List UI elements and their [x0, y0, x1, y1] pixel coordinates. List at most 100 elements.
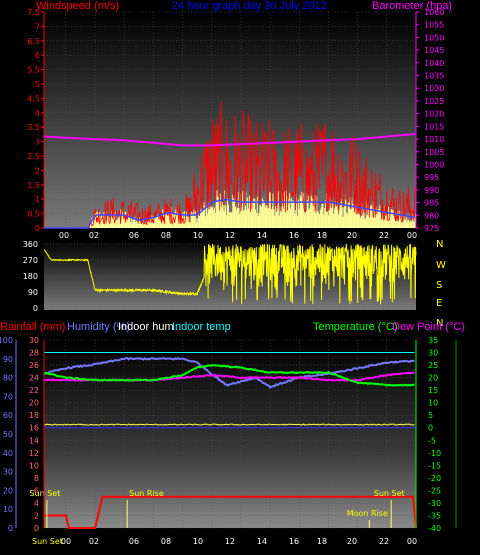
windspeed-tick: 7 [35, 22, 40, 31]
temperature-tick: -10 [428, 449, 441, 458]
barometer-tick: 1040 [424, 59, 444, 68]
temperature-tick: 20 [428, 374, 438, 383]
humidity-tick: 50 [3, 430, 13, 439]
event-label: Sun Set [374, 489, 405, 498]
direction-tick: 360 [23, 240, 38, 249]
barometer-tick: 1050 [424, 33, 444, 42]
barometer-line [43, 133, 417, 147]
barometer-tick: 980 [424, 211, 439, 220]
temperature-tick: -25 [428, 486, 441, 495]
panel3-x-ticks: 02 06 08 10 12 14 16 18 20 22 00 00 [61, 537, 417, 546]
rainfall-axis-label: Rainfall (mm) [0, 321, 65, 333]
event-label: Moon Rise [347, 509, 388, 518]
rain-tick: 2 [34, 511, 39, 520]
barometer-tick: 1060 [424, 8, 444, 17]
temperature-tick: -20 [428, 474, 441, 483]
x-tick-label: 22 [379, 537, 389, 546]
temperature-tick: -15 [428, 461, 441, 470]
windspeed-tick: 0 [35, 224, 40, 233]
rain-tick: 16 [29, 424, 39, 433]
average-wind-line [44, 198, 415, 229]
temperature-ticks: -40 -35 -30 -25 -20 -15 -10 -5 0 5 10 15 20 25 30 35 [415, 336, 457, 533]
windspeed-tick: 1.5 [27, 181, 40, 190]
barometer-tick: 1030 [424, 84, 444, 93]
humidity-line [43, 356, 415, 390]
x-tick-label: 00 [61, 537, 71, 546]
rain-tick: 12 [29, 449, 39, 458]
panel3-series [43, 352, 417, 529]
barometer-axis-label: Barometer (hpa) [372, 0, 452, 12]
temperature-tick: 5 [428, 411, 433, 420]
panel2-left-ticks: 0 90 180 270 360 [23, 240, 38, 313]
compass-s: S [436, 280, 442, 291]
direction-tick: 0 [33, 304, 38, 313]
windspeed-tick: 6.5 [27, 37, 40, 46]
indoor-hum-label: Indoor hum [118, 321, 174, 333]
barometer-tick: 1010 [424, 135, 444, 144]
x-tick-label: 08 [161, 231, 171, 240]
barometer-tick: 995 [424, 173, 439, 182]
x-tick-label: 06 [129, 537, 139, 546]
barometer-tick: 1015 [424, 122, 444, 131]
x-tick-label: 00 [407, 231, 417, 240]
direction-tick: 90 [28, 288, 38, 297]
humidity-ticks: 0 10 20 30 40 50 60 70 80 90 100 [0, 336, 17, 533]
barometer-tick: 1045 [424, 46, 444, 55]
x-tick-label: 08 [161, 537, 171, 546]
windspeed-tick: 4 [35, 109, 40, 118]
x-tick-label: 10 [193, 231, 203, 240]
windspeed-tick: 5 [35, 80, 40, 89]
bottom-sunset-label: Sun Set [32, 537, 63, 546]
windspeed-tick: 2 [35, 166, 40, 175]
panel1-series [43, 101, 417, 229]
x-tick-label: 22 [379, 231, 389, 240]
temperature-tick: 15 [428, 386, 438, 395]
windspeed-tick: 3 [35, 138, 40, 147]
barometer-tick: 975 [424, 224, 439, 233]
x-tick-label: 10 [193, 537, 203, 546]
panel2-series [43, 243, 417, 305]
barometer-tick: 1020 [424, 110, 444, 119]
windspeed-tick: 0.5 [27, 210, 40, 219]
barometer-tick: 1055 [424, 21, 444, 30]
temperature-tick: -5 [428, 436, 436, 445]
wind-direction-line [43, 243, 417, 305]
rain-tick: 28 [29, 349, 39, 358]
rain-tick: 22 [29, 386, 39, 395]
event-label: Sun Rise [129, 489, 164, 498]
temperature-tick: 25 [428, 361, 438, 370]
barometer-tick: 1035 [424, 72, 444, 81]
x-tick-label: 14 [257, 537, 267, 546]
rain-tick: 8 [34, 474, 39, 483]
panel3-events: Sun Set Sun Rise Sun Set Moon Rise [29, 489, 405, 528]
humidity-tick: 90 [3, 355, 13, 364]
panel3-grid [44, 339, 416, 529]
temperature-line [43, 364, 415, 387]
temperature-axis-label: Temperature (°C) [313, 321, 397, 333]
barometer-tick: 1000 [424, 160, 444, 169]
rainfall-line [44, 495, 417, 529]
windspeed-tick: 4.5 [27, 94, 40, 103]
temperature-tick: -30 [428, 499, 441, 508]
x-tick-label: 02 [89, 537, 99, 546]
barometer-tick: 1025 [424, 97, 444, 106]
rain-tick: 4 [34, 499, 39, 508]
panel1-x-ticks: 00 02 06 08 10 12 14 16 18 20 22 00 [59, 231, 417, 240]
windspeed-line [44, 101, 416, 229]
panel1-left-ticks: 0 0.5 1 1.5 2 2.5 3 3.5 4 4.5 5 5.5 6 6.5 7 7.5 [27, 8, 45, 233]
humidity-tick: 100 [0, 336, 13, 345]
direction-tick: 180 [23, 272, 38, 281]
humidity-tick: 20 [3, 486, 13, 495]
barometer-tick: 1005 [424, 148, 444, 157]
windspeed-tick: 2.5 [27, 152, 40, 161]
temperature-tick: 10 [428, 399, 438, 408]
rain-tick: 26 [29, 361, 39, 370]
x-tick-label: 14 [257, 231, 267, 240]
event-label: Sun Set [29, 489, 60, 498]
barometer-tick: 990 [424, 186, 439, 195]
humidity-tick: 10 [3, 505, 13, 514]
humidity-tick: 40 [3, 449, 13, 458]
x-tick-label: 06 [129, 231, 139, 240]
x-tick-label: 18 [317, 231, 327, 240]
